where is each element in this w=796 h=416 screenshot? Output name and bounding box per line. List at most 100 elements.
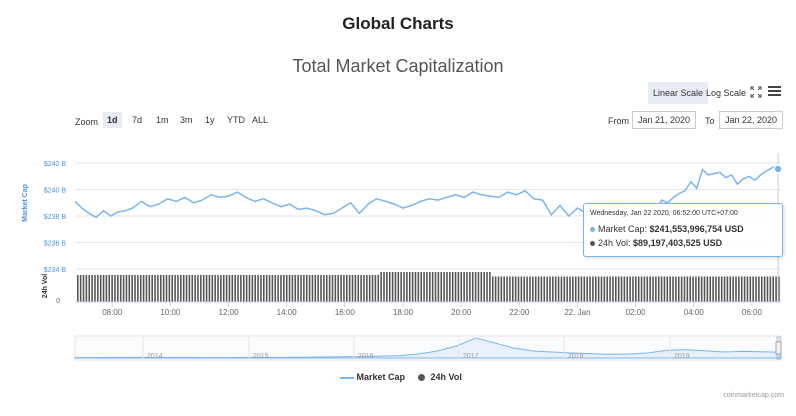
zoom-1m-button[interactable]: 1m: [156, 115, 169, 125]
volume-bar: [600, 276, 603, 302]
volume-bar: [703, 276, 706, 302]
log-scale-button[interactable]: Log Scale: [706, 88, 747, 98]
volume-bar: [242, 275, 245, 302]
volume-bar: [234, 275, 236, 302]
volume-bar: [772, 276, 774, 302]
zoom-1y-button[interactable]: 1y: [205, 115, 215, 125]
volume-bar: [626, 276, 629, 302]
zoom-3m-button[interactable]: 3m: [180, 115, 193, 125]
volume-dot-icon: [590, 241, 595, 247]
volume-bar: [257, 275, 259, 302]
volume-bar: [749, 276, 752, 302]
zoom-ytd-button[interactable]: YTD: [227, 115, 245, 125]
volume-bar: [451, 272, 454, 302]
volume-bar: [114, 275, 116, 302]
volume-bar: [511, 276, 514, 302]
volume-bar: [669, 276, 671, 302]
volume-bar: [574, 276, 577, 302]
volume-bar: [735, 276, 737, 302]
volume-bar: [683, 276, 686, 302]
navigator-year-label: 2019: [674, 353, 690, 360]
volume-bar: [185, 275, 188, 302]
volume-bar: [463, 272, 465, 302]
x-tick-label: 08:00: [102, 308, 123, 317]
volume-bar: [666, 276, 669, 302]
volume-bar: [151, 275, 153, 302]
volume-bar: [457, 272, 460, 302]
hover-point: [773, 164, 783, 174]
volume-bar: [760, 276, 763, 302]
volume-bar: [680, 276, 683, 302]
volume-bar: [423, 272, 425, 302]
volume-bar: [145, 275, 148, 302]
volume-bar: [171, 275, 174, 302]
volume-bar: [677, 276, 680, 302]
volume-bar: [743, 276, 746, 302]
volume-bar: [168, 275, 171, 302]
volume-bar: [580, 276, 583, 302]
volume-bar: [517, 276, 520, 302]
volume-bar: [311, 275, 314, 302]
volume-bar: [108, 275, 111, 302]
fullscreen-icon[interactable]: [750, 86, 762, 98]
volume-bar: [489, 272, 491, 302]
legend-market-cap[interactable]: Market Cap: [340, 372, 405, 382]
volume-bar: [82, 275, 85, 302]
volume-bar: [394, 272, 397, 302]
volume-bar: [646, 276, 649, 302]
volume-bar: [446, 272, 448, 302]
volume-bar: [380, 272, 382, 302]
volume-bar: [718, 276, 720, 302]
x-tick-label: 12:00: [219, 308, 240, 317]
volume-bar: [738, 276, 740, 302]
volume-bar: [586, 276, 588, 302]
volume-bar: [371, 275, 374, 302]
y-tick-label: $240 B: [44, 188, 67, 195]
volume-bar: [414, 272, 417, 302]
legend-24h-vol[interactable]: 24h Vol: [418, 372, 462, 382]
volume-bar: [758, 276, 760, 302]
volume-bar: [778, 276, 780, 302]
volume-bar: [283, 275, 285, 302]
volume-bar: [277, 275, 279, 302]
volume-bar: [271, 275, 274, 302]
menu-icon[interactable]: [768, 85, 781, 97]
volume-bar: [712, 276, 714, 302]
volume-bar: [537, 276, 540, 302]
volume-bar: [174, 275, 176, 302]
volume-bar: [723, 276, 726, 302]
volume-bar: [214, 275, 216, 302]
volume-bar: [77, 275, 79, 302]
volume-bar: [117, 275, 119, 302]
volume-bar: [323, 275, 325, 302]
zoom-7d-button[interactable]: 7d: [132, 115, 143, 125]
volume-bar: [99, 275, 102, 302]
y-axis-title: Market Cap: [22, 184, 29, 222]
volume-bar: [317, 275, 319, 302]
volume-bar: [429, 272, 431, 302]
zoom-all-button[interactable]: ALL: [252, 115, 269, 125]
volume-bar: [483, 272, 485, 302]
volume-bar: [620, 276, 623, 302]
volume-bar: [526, 276, 528, 302]
volume-bar: [549, 276, 551, 302]
volume-bar: [111, 275, 113, 302]
volume-bar: [128, 275, 131, 302]
volume-bar: [420, 272, 422, 302]
volume-bar: [509, 276, 511, 302]
zoom-1d-button[interactable]: 1d: [103, 112, 122, 128]
to-date-input[interactable]: Jan 22, 2020: [719, 111, 784, 129]
volume-bar: [386, 272, 388, 302]
volume-bar: [325, 275, 328, 302]
x-tick-label: 06:00: [742, 308, 763, 317]
x-tick-label: 22:00: [509, 308, 530, 317]
linear-scale-button[interactable]: Linear Scale: [648, 82, 709, 104]
volume-bar: [205, 275, 208, 302]
volume-bar: [148, 275, 151, 302]
volume-bar: [191, 275, 194, 302]
from-date-input[interactable]: Jan 21, 2020: [632, 111, 697, 129]
legend-vol-label: 24h Vol: [430, 372, 462, 382]
volume-bar: [755, 276, 757, 302]
credits-link[interactable]: coinmarketcap.com: [723, 392, 784, 399]
